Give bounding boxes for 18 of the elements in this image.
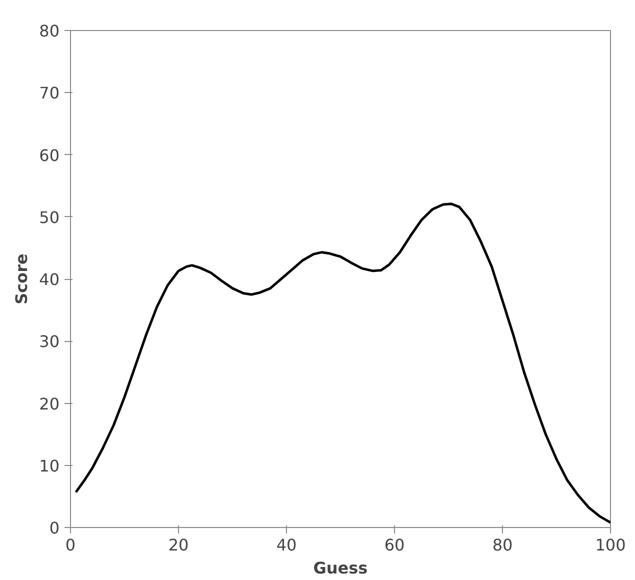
y-tick-label: 0 xyxy=(49,518,60,538)
y-tick-label: 40 xyxy=(39,270,60,289)
line-series xyxy=(74,202,610,524)
y-axis-title: Score xyxy=(12,253,32,304)
y-tick-label: 10 xyxy=(39,456,60,476)
x-tick-label: 100 xyxy=(595,536,626,554)
y-tick-label: 20 xyxy=(39,394,60,414)
x-tick-label: 60 xyxy=(384,536,405,554)
y-tick-label: 80 xyxy=(39,22,60,40)
y-tick-label: 60 xyxy=(39,146,60,165)
x-tick-label: 80 xyxy=(492,536,513,554)
y-tick-label: 30 xyxy=(39,332,60,352)
y-tick-label: 70 xyxy=(39,84,60,103)
x-axis-title: Guess xyxy=(313,558,368,578)
x-tick-label: 0 xyxy=(65,536,76,554)
y-tick-label: 50 xyxy=(39,208,60,227)
x-tick-label: 40 xyxy=(276,536,297,554)
x-tick-label: 20 xyxy=(168,536,189,554)
